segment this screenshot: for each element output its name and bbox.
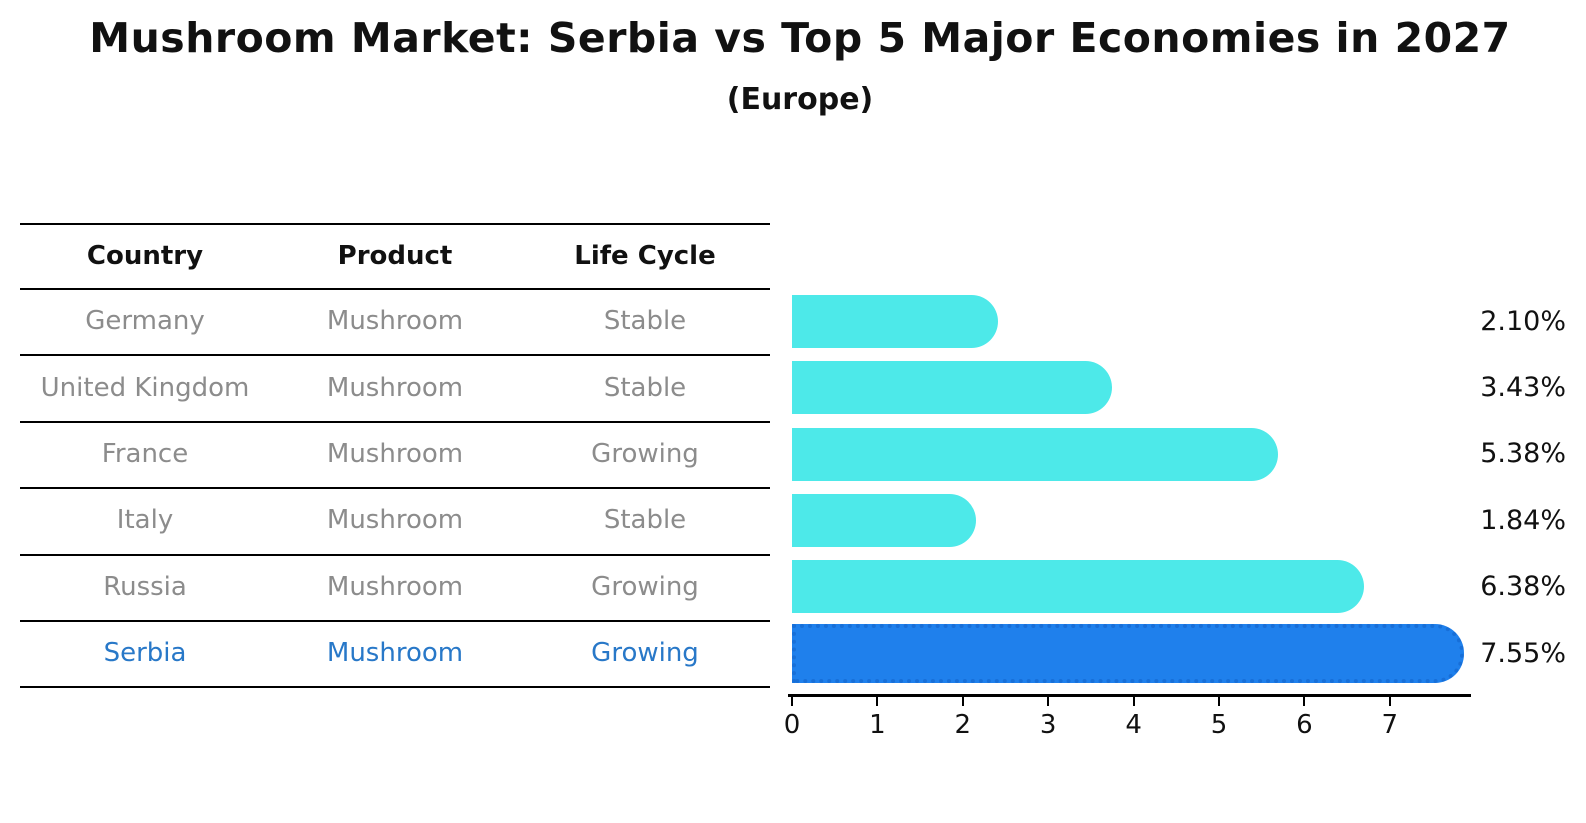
- life-cycle-cell: Stable: [603, 306, 687, 337]
- chart-subtitle: (Europe): [726, 82, 874, 117]
- bar-value-label: 2.10%: [1480, 305, 1566, 337]
- x-axis-tick-label: 0: [783, 710, 801, 740]
- x-axis-tick: [791, 697, 793, 706]
- country-cell: Serbia: [103, 638, 187, 669]
- x-axis-tick: [1388, 697, 1391, 706]
- bar-russia: [792, 560, 1364, 614]
- x-axis-tick-label: 7: [1381, 710, 1399, 740]
- table-row-united-kingdom: United Kingdom Mushroom Stable: [20, 354, 770, 420]
- life-cycle-cell: Growing: [591, 438, 699, 469]
- x-axis-tick: [876, 697, 879, 706]
- life-cycle-cell: Stable: [603, 505, 687, 536]
- table-header-cell: Country: [86, 240, 204, 271]
- table-header-cell: Product: [337, 240, 453, 271]
- bar-value-label: 1.84%: [1480, 504, 1566, 536]
- table-row-border: [20, 553, 770, 556]
- table-row-germany: Germany Mushroom Stable: [20, 288, 770, 354]
- table-row-italy: Italy Mushroom Stable: [20, 487, 770, 553]
- table-row-border: [20, 420, 770, 423]
- x-axis-tick: [1132, 697, 1135, 706]
- x-axis-tick-label: 2: [954, 710, 972, 740]
- x-axis-tick: [1303, 697, 1306, 706]
- product-cell: Mushroom: [326, 438, 464, 469]
- table-row-france: France Mushroom Growing: [20, 421, 770, 487]
- bar-value-label: 3.43%: [1480, 372, 1566, 404]
- bar-italy: [792, 493, 977, 547]
- table-header-row: Country Product Life Cycle: [20, 223, 770, 288]
- country-cell: Italy: [116, 505, 174, 536]
- country-cell: Russia: [103, 571, 187, 602]
- life-cycle-cell: Stable: [603, 372, 687, 403]
- x-axis-tick-label: 4: [1125, 710, 1142, 740]
- bar-value-label: 6.38%: [1480, 571, 1566, 603]
- x-axis-tick: [1218, 697, 1220, 706]
- table-row-border: [20, 354, 770, 357]
- x-axis-tick-label: 6: [1296, 710, 1313, 740]
- table-row-border: [20, 487, 770, 490]
- table-row-russia: Russia Mushroom Growing: [20, 554, 770, 620]
- chart-title: Mushroom Market: Serbia vs Top 5 Major E…: [89, 14, 1511, 62]
- life-cycle-cell: Growing: [591, 638, 699, 669]
- bar-value-label: 7.55%: [1480, 637, 1566, 669]
- table-row-border: [20, 686, 770, 689]
- x-axis-tick: [1047, 697, 1050, 706]
- x-axis-tick-label: 3: [1039, 710, 1057, 740]
- product-cell: Mushroom: [326, 306, 464, 337]
- product-cell: Mushroom: [326, 372, 464, 403]
- table-row-serbia: Serbia Mushroom Growing: [20, 620, 770, 686]
- product-cell: Mushroom: [326, 505, 464, 536]
- table-row-border: [20, 620, 770, 622]
- bar-united-kingdom: [792, 361, 1112, 415]
- product-cell: Mushroom: [326, 571, 464, 602]
- x-axis-tick-label: 5: [1210, 710, 1228, 740]
- x-axis-tick-label: 1: [869, 710, 886, 740]
- bar-france: [792, 427, 1279, 481]
- x-axis-tick: [961, 697, 964, 706]
- country-cell: Germany: [85, 306, 205, 337]
- country-cell: France: [101, 438, 189, 469]
- table-header-cell: Life Cycle: [574, 240, 716, 271]
- country-cell: United Kingdom: [40, 372, 250, 403]
- bar-value-label: 5.38%: [1480, 438, 1566, 470]
- life-cycle-cell: Growing: [591, 571, 699, 602]
- x-axis-line: [788, 694, 1471, 697]
- table-top-border: [20, 223, 770, 225]
- bar-germany: [792, 294, 999, 348]
- table-header-border: [20, 288, 770, 290]
- product-cell: Mushroom: [326, 638, 464, 669]
- bar-serbia: [792, 623, 1464, 683]
